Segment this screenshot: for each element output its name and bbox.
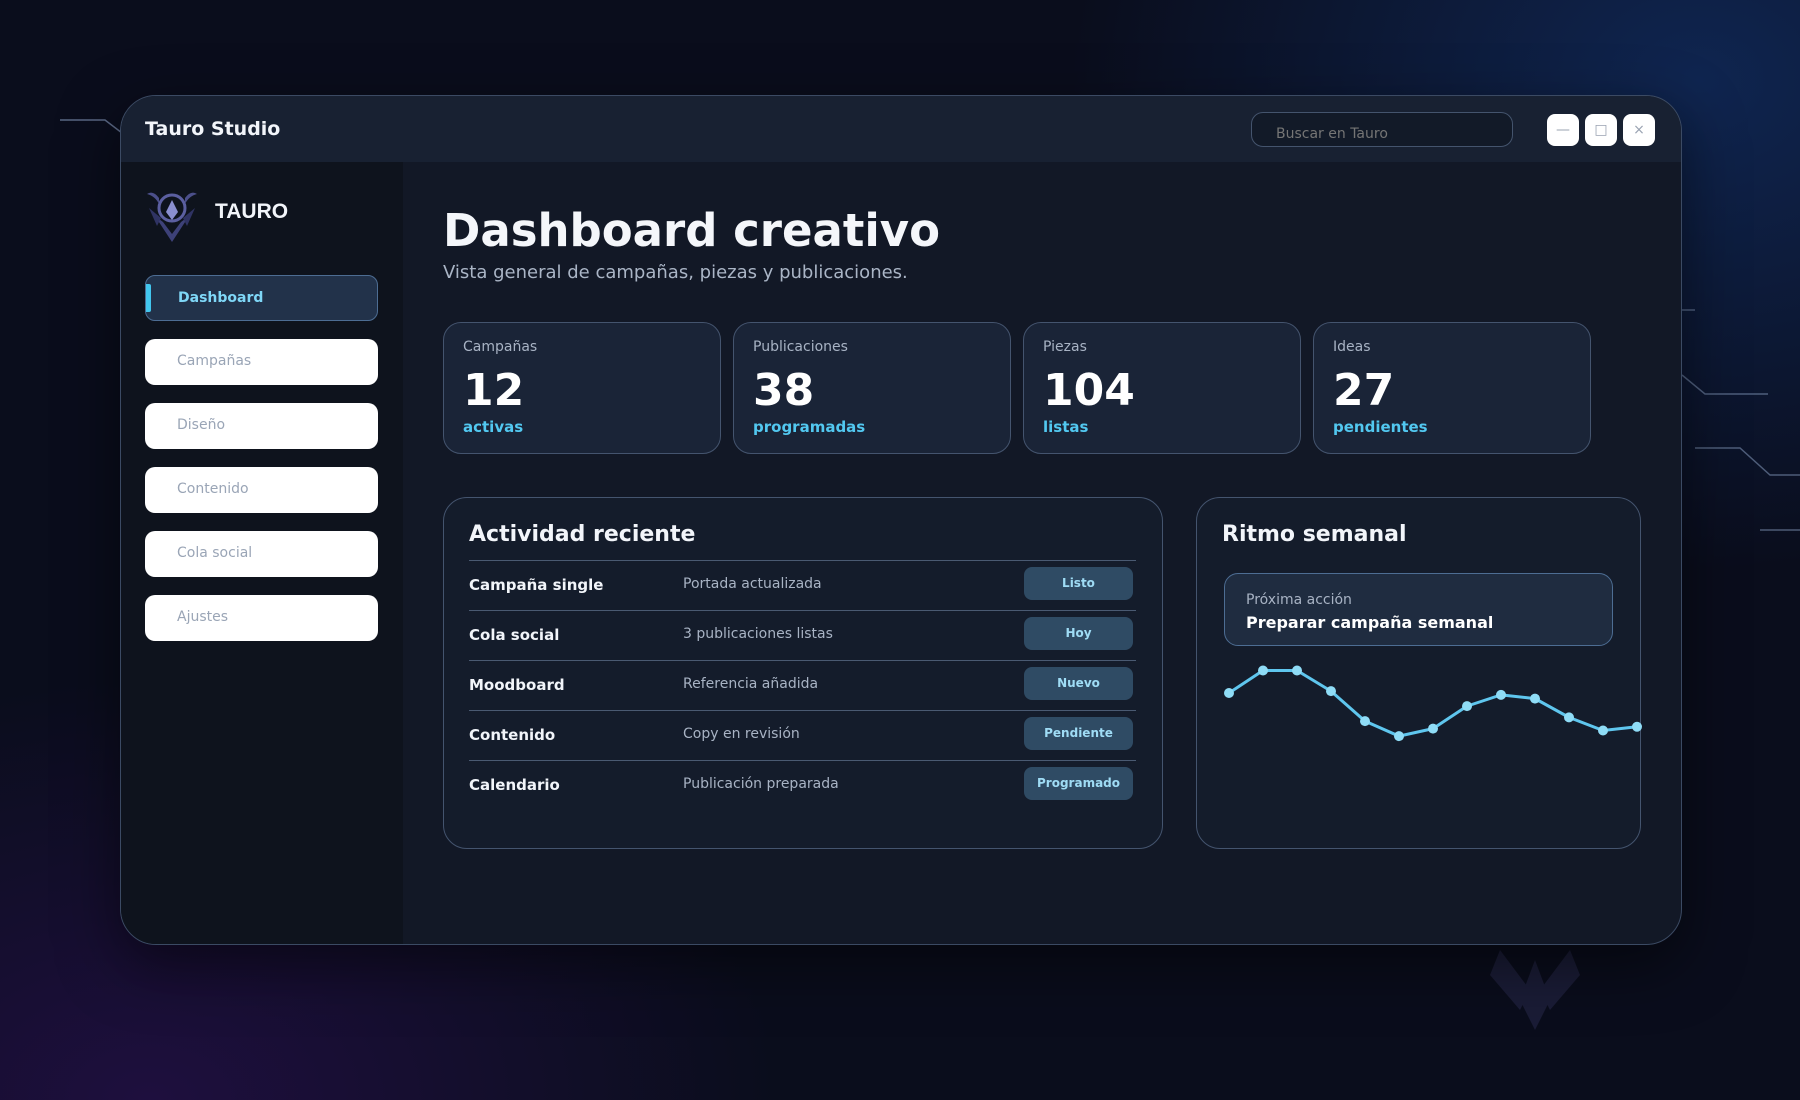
stat-label: Piezas	[1043, 339, 1087, 355]
sidebar-item-ajustes[interactable]: Ajustes	[145, 595, 378, 641]
activity-row[interactable]: Campaña single Portada actualizada Listo	[469, 560, 1136, 610]
data-point	[1292, 665, 1302, 676]
minimize-icon: —	[1556, 122, 1570, 138]
data-point	[1360, 716, 1370, 727]
activity-desc: Publicación preparada	[683, 776, 839, 792]
stat-label: Publicaciones	[753, 339, 848, 355]
search-input[interactable]	[1251, 112, 1513, 147]
data-point	[1224, 688, 1234, 698]
data-point	[1428, 723, 1438, 734]
data-point	[1258, 665, 1268, 676]
activity-row[interactable]: Cola social 3 publicaciones listas Hoy	[469, 610, 1136, 660]
activity-name: Cola social	[469, 626, 560, 644]
status-badge[interactable]: Nuevo	[1024, 667, 1133, 700]
data-point	[1598, 725, 1608, 736]
rhythm-panel: Ritmo semanal Próxima acción Preparar ca…	[1196, 497, 1642, 849]
activity-row[interactable]: Moodboard Referencia añadida Nuevo	[469, 660, 1136, 710]
sidebar-item-dashboard[interactable]: Dashboard	[145, 275, 378, 321]
stat-value: 12	[463, 365, 525, 416]
title-bar: Tauro Studio — □ ×	[121, 96, 1681, 162]
data-point	[1462, 701, 1472, 712]
sidebar-item-label: Ajustes	[177, 609, 229, 625]
data-point	[1394, 731, 1404, 742]
status-badge[interactable]: Hoy	[1024, 617, 1133, 650]
brand-name: TAURO	[215, 200, 289, 223]
activity-name: Calendario	[469, 776, 560, 794]
activity-name: Campaña single	[469, 576, 604, 594]
stat-note: activas	[463, 418, 524, 436]
stat-card-piezas[interactable]: Piezas 104 listas	[1023, 322, 1301, 454]
activity-desc: Referencia añadida	[683, 676, 819, 692]
sidebar-item-label: Campañas	[177, 353, 252, 369]
stat-card-campanas[interactable]: Campañas 12 activas	[443, 322, 721, 454]
next-action-label: Próxima acción	[1246, 592, 1352, 608]
status-badge[interactable]: Programado	[1024, 767, 1133, 800]
sidebar-item-label: Diseño	[177, 417, 226, 433]
page-subtitle: Vista general de campañas, piezas y publ…	[443, 262, 908, 283]
activity-row[interactable]: Calendario Publicación preparada Program…	[469, 760, 1136, 810]
minimize-button[interactable]: —	[1547, 114, 1579, 146]
activity-panel: Actividad reciente Campaña single Portad…	[443, 497, 1163, 849]
next-action-card[interactable]: Próxima acción Preparar campaña semanal	[1224, 573, 1613, 646]
stat-label: Ideas	[1333, 339, 1371, 355]
sidebar-item-label: Contenido	[177, 481, 249, 497]
activity-name: Contenido	[469, 726, 556, 744]
sidebar-item-campanas[interactable]: Campañas	[145, 339, 378, 385]
stat-value: 27	[1333, 365, 1395, 416]
stat-value: 104	[1043, 365, 1135, 416]
next-action-value: Preparar campaña semanal	[1246, 613, 1494, 632]
stat-note: programadas	[753, 418, 866, 436]
maximize-button[interactable]: □	[1585, 114, 1617, 146]
status-badge[interactable]: Listo	[1024, 567, 1133, 600]
sidebar-item-label: Dashboard	[178, 290, 264, 306]
sidebar: TAURO Dashboard Campañas Diseño Contenid…	[121, 162, 403, 944]
active-indicator	[146, 284, 151, 312]
data-point	[1564, 712, 1574, 723]
sidebar-item-contenido[interactable]: Contenido	[145, 467, 378, 513]
stat-note: listas	[1043, 418, 1089, 436]
sidebar-item-diseno[interactable]: Diseño	[145, 403, 378, 449]
sidebar-item-label: Cola social	[177, 545, 253, 561]
close-icon: ×	[1633, 122, 1645, 138]
stat-card-publicaciones[interactable]: Publicaciones 38 programadas	[733, 322, 1011, 454]
maximize-icon: □	[1594, 122, 1608, 138]
data-point	[1632, 721, 1642, 732]
activity-title: Actividad reciente	[469, 522, 696, 547]
data-point	[1326, 686, 1336, 697]
status-badge[interactable]: Pendiente	[1024, 717, 1133, 750]
sidebar-item-cola-social[interactable]: Cola social	[145, 531, 378, 577]
stat-label: Campañas	[463, 339, 538, 355]
activity-desc: Copy en revisión	[683, 726, 800, 742]
rhythm-title: Ritmo semanal	[1222, 522, 1407, 547]
activity-name: Moodboard	[469, 676, 565, 694]
data-point	[1530, 693, 1540, 704]
activity-desc: Portada actualizada	[683, 576, 822, 592]
activity-desc: 3 publicaciones listas	[683, 626, 833, 642]
app-title: Tauro Studio	[145, 118, 281, 140]
stat-card-ideas[interactable]: Ideas 27 pendientes	[1313, 322, 1591, 454]
bull-logo-icon	[147, 192, 197, 242]
data-point	[1496, 689, 1506, 700]
stat-value: 38	[753, 365, 815, 416]
weekly-rhythm-chart	[1224, 665, 1642, 742]
app-window: Tauro Studio — □ × TAURO Dashboard Campa…	[120, 95, 1682, 945]
page-title: Dashboard creativo	[443, 204, 941, 257]
activity-row[interactable]: Contenido Copy en revisión Pendiente	[469, 710, 1136, 760]
stat-note: pendientes	[1333, 418, 1428, 436]
close-button[interactable]: ×	[1623, 114, 1655, 146]
